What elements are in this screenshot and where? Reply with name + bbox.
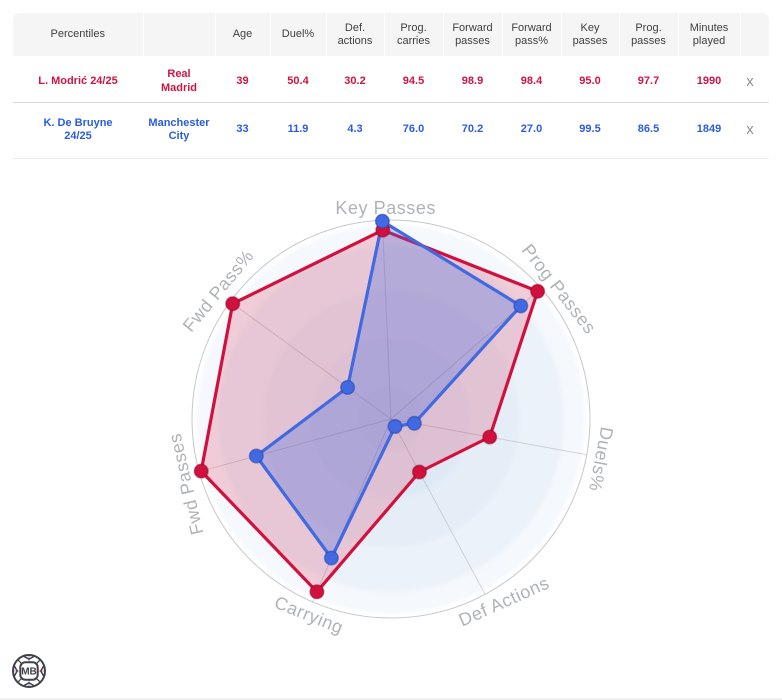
svg-text:Key Passes: Key Passes: [335, 198, 436, 218]
svg-text:MB: MB: [21, 666, 37, 677]
